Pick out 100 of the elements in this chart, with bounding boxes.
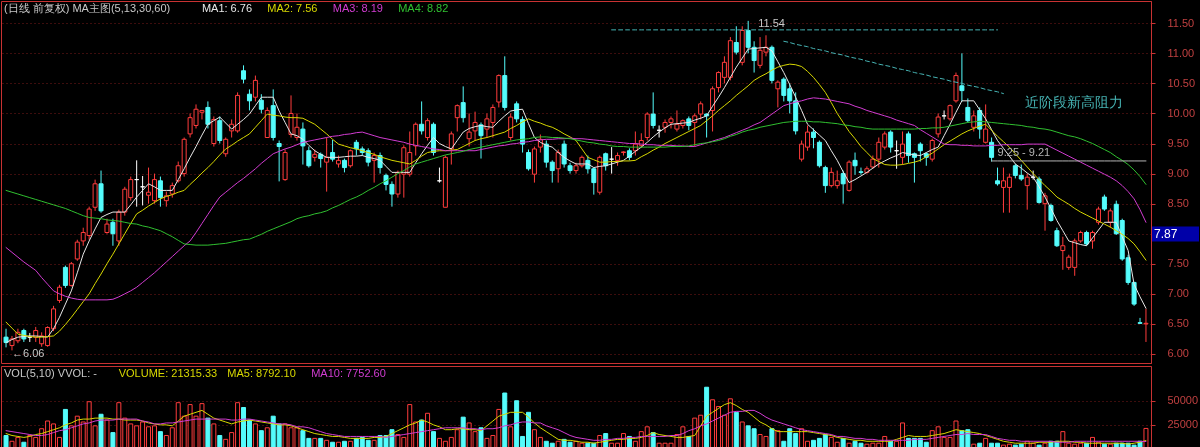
bar [62, 408, 68, 447]
candlestick [241, 64, 247, 84]
candlestick [561, 140, 567, 169]
candlestick [1054, 227, 1060, 248]
candlestick [157, 176, 163, 208]
candlestick [205, 100, 211, 129]
y-tick-label: 7.00 [1167, 287, 1189, 300]
candlestick [698, 100, 704, 120]
bar [733, 411, 739, 447]
candlestick [92, 179, 98, 212]
candlestick [110, 218, 116, 247]
bar [460, 416, 466, 447]
candlestick [555, 149, 561, 184]
bar [478, 427, 484, 447]
candlestick [1095, 206, 1101, 226]
bar [330, 441, 336, 447]
bar [1036, 444, 1042, 447]
bar [769, 428, 775, 447]
candlestick [419, 100, 425, 135]
y-tick-label: 11.50 [1167, 16, 1195, 29]
bar [1101, 443, 1107, 447]
candlestick [508, 112, 514, 142]
candlestick [644, 111, 650, 142]
y-tick-label: 6.00 [1167, 347, 1189, 360]
candlestick [822, 165, 828, 194]
candlestick [710, 85, 716, 132]
text: MA10: 7752.60 [311, 367, 386, 379]
bar [157, 431, 163, 447]
candlestick [704, 112, 710, 138]
candlestick [246, 88, 252, 111]
candlestick [1137, 317, 1143, 325]
candlestick [810, 127, 816, 149]
candlestick [371, 152, 377, 184]
y-tick-label: 50000 [1167, 394, 1199, 407]
candlestick [68, 261, 74, 288]
text: MA3: 8.19 [332, 2, 383, 14]
candlestick [62, 265, 68, 289]
chart-title: (日线 前复权) MA主图(5,13,30,60) [4, 2, 171, 14]
bar [419, 419, 425, 447]
candlestick [324, 137, 330, 193]
annotation: VOLUME: 21315.33 [118, 367, 218, 379]
candlestick [888, 129, 894, 154]
y-tick-label: 11.00 [1167, 46, 1195, 59]
candlestick [609, 146, 615, 175]
candlestick [983, 103, 989, 145]
candlestick [858, 167, 864, 176]
candlestick [425, 117, 431, 142]
bar [258, 430, 264, 447]
candlestick [852, 152, 858, 176]
bar [431, 431, 437, 447]
y-tick-label: 9.50 [1167, 137, 1189, 150]
bar [977, 442, 983, 447]
candlestick [917, 141, 923, 163]
y-tick-label: 7.50 [1167, 257, 1189, 270]
bar [318, 437, 324, 447]
candlestick [413, 121, 419, 157]
bar [502, 392, 508, 447]
candlestick [816, 140, 822, 169]
text: MA2: 7.56 [267, 2, 318, 14]
bar [217, 434, 223, 447]
candlestick [900, 130, 906, 166]
candlestick [650, 91, 656, 129]
y-tick-label: 8.50 [1167, 197, 1189, 210]
bar [205, 417, 211, 447]
candlestick [1060, 236, 1066, 271]
candlestick [448, 130, 454, 166]
candlestick [1143, 308, 1149, 343]
y-tick-label: 25000 [1167, 418, 1199, 431]
text: MA1: 6.76 [201, 2, 253, 14]
candlestick [965, 97, 971, 123]
candlestick [56, 284, 62, 304]
candlestick [959, 52, 965, 102]
candlestick [330, 139, 336, 163]
annotation: ←6.06 [11, 347, 45, 360]
candlestick [276, 140, 282, 182]
text: MA4: 8.82 [398, 2, 449, 14]
bar [3, 434, 9, 447]
candlestick [478, 121, 484, 160]
candlestick [1042, 192, 1048, 232]
text: 7.87 [1154, 227, 1178, 241]
chart-title: VOL(5,10) VVOL: - [4, 367, 98, 379]
candlestick [258, 93, 264, 114]
line-series [783, 40, 1004, 95]
annotation: 近阶段新高阻力 [1025, 93, 1124, 110]
bar [110, 432, 116, 447]
y-tick-label: 9.00 [1167, 167, 1189, 180]
candlestick [941, 109, 947, 120]
candlestick [252, 75, 258, 102]
candlestick [935, 112, 941, 138]
candlestick [306, 146, 312, 169]
candlestick [1024, 173, 1030, 211]
line-series [5, 409, 1147, 443]
candlestick [733, 25, 739, 56]
candlestick [3, 328, 9, 348]
candlestick [567, 162, 573, 175]
bar [341, 440, 347, 447]
bar [686, 435, 692, 447]
y-tick-label: 6.50 [1167, 317, 1189, 330]
candlestick [460, 85, 466, 123]
candlestick [995, 167, 1001, 187]
